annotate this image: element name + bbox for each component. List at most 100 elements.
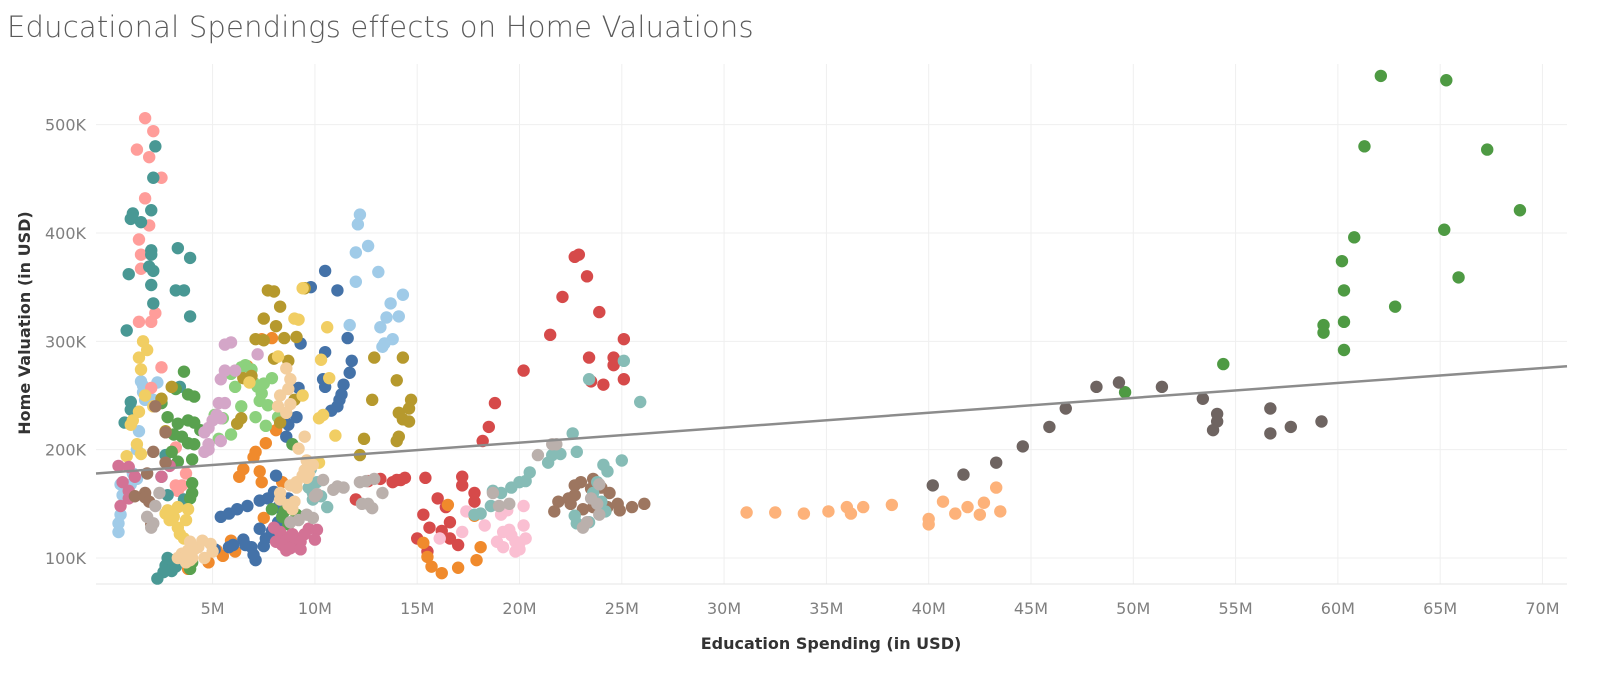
data-point xyxy=(218,396,232,410)
data-point xyxy=(171,417,185,430)
data-point xyxy=(257,539,270,553)
data-point xyxy=(235,400,248,413)
data-point xyxy=(142,150,156,164)
data-point xyxy=(582,351,596,364)
data-point xyxy=(977,496,991,509)
data-point xyxy=(343,366,356,379)
data-point xyxy=(112,459,125,473)
data-point xyxy=(357,432,371,446)
data-point xyxy=(345,354,358,368)
x-tick-label: 60M xyxy=(1321,599,1355,618)
data-point xyxy=(486,486,500,500)
data-point xyxy=(593,508,606,521)
data-point xyxy=(323,371,336,385)
data-point xyxy=(120,449,133,463)
data-point xyxy=(769,506,782,519)
data-point xyxy=(488,396,502,410)
data-point xyxy=(130,438,144,451)
data-point xyxy=(188,390,201,403)
data-point xyxy=(286,527,299,541)
y-tick-label: 500K xyxy=(45,116,87,135)
data-point xyxy=(320,321,334,334)
data-point xyxy=(255,475,268,489)
data-point xyxy=(390,434,403,448)
data-point xyxy=(478,519,491,532)
data-point xyxy=(419,471,432,485)
data-point xyxy=(456,479,469,492)
data-point xyxy=(230,503,244,516)
data-point xyxy=(165,445,178,459)
data-point xyxy=(885,498,899,512)
data-point xyxy=(517,364,530,377)
data-point xyxy=(134,248,148,261)
data-point xyxy=(337,378,350,391)
data-point xyxy=(130,143,144,156)
data-point xyxy=(1315,415,1328,428)
data-point xyxy=(294,543,307,556)
data-point xyxy=(132,405,146,418)
x-tick-label: 20M xyxy=(502,599,536,618)
data-point xyxy=(989,481,1003,494)
data-point xyxy=(228,364,242,377)
data-point xyxy=(376,340,389,353)
x-tick-label: 40M xyxy=(912,599,946,618)
data-point xyxy=(327,483,340,496)
data-point xyxy=(126,414,140,427)
data-point xyxy=(257,511,270,525)
data-point xyxy=(214,434,227,448)
data-point xyxy=(290,410,303,424)
data-point xyxy=(368,472,381,486)
data-point xyxy=(1059,402,1072,415)
data-point xyxy=(989,456,1003,469)
data-point xyxy=(161,551,174,565)
data-point xyxy=(492,499,506,513)
data-point xyxy=(181,503,195,516)
x-tick-label: 45M xyxy=(1014,599,1048,618)
data-point xyxy=(171,241,185,255)
data-point xyxy=(177,365,191,378)
data-point xyxy=(271,350,285,363)
data-point xyxy=(145,248,158,261)
data-point xyxy=(1440,74,1453,87)
data-point xyxy=(331,284,344,297)
data-point xyxy=(183,310,197,323)
data-point xyxy=(224,428,238,441)
data-point xyxy=(155,470,168,483)
data-point xyxy=(368,351,381,364)
data-point xyxy=(316,473,330,487)
data-point xyxy=(163,513,176,527)
data-point xyxy=(973,508,987,521)
data-points xyxy=(112,69,1527,585)
data-point xyxy=(145,315,158,329)
data-point xyxy=(1374,69,1388,83)
data-point xyxy=(284,542,297,555)
data-point xyxy=(183,492,197,505)
data-point xyxy=(517,519,530,532)
data-point xyxy=(188,416,201,429)
data-point xyxy=(1016,440,1029,453)
data-point xyxy=(1196,392,1210,405)
data-point xyxy=(265,503,279,516)
data-point xyxy=(116,475,129,489)
data-point xyxy=(417,508,430,521)
data-point xyxy=(936,495,950,508)
data-point xyxy=(474,540,487,554)
data-point xyxy=(349,275,363,288)
data-point xyxy=(290,330,303,344)
data-point xyxy=(151,572,164,585)
data-point xyxy=(541,456,555,469)
data-point xyxy=(149,499,162,513)
data-point xyxy=(961,500,974,514)
data-point xyxy=(1206,423,1220,437)
data-point xyxy=(145,521,158,534)
data-point xyxy=(396,351,410,364)
data-point xyxy=(206,545,219,558)
data-point xyxy=(235,412,248,425)
data-point xyxy=(171,484,185,498)
data-point xyxy=(296,282,309,295)
y-tick-label: 200K xyxy=(45,441,87,460)
y-tick-label: 400K xyxy=(45,224,87,243)
data-point xyxy=(341,331,354,345)
data-point xyxy=(603,486,616,500)
data-point xyxy=(617,373,631,386)
